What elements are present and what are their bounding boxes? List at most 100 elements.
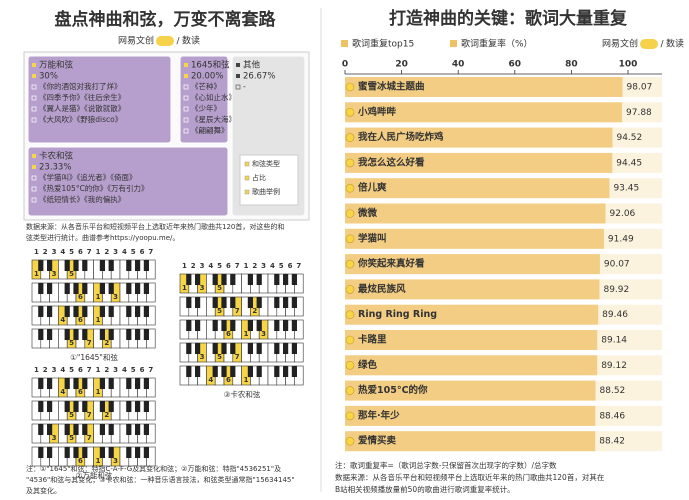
scale-digit: 1 (182, 262, 187, 270)
cell-dot (31, 106, 37, 112)
chord-digit: 3 (200, 284, 205, 292)
black-key (195, 343, 201, 355)
cell-dot (31, 175, 37, 181)
row-icon (345, 108, 355, 117)
scale-digit: 6 (78, 248, 83, 256)
scale-digit: 4 (60, 248, 65, 256)
cell-dot (32, 154, 36, 158)
black-key (135, 378, 141, 390)
chord-digit: 6 (78, 388, 83, 396)
black-key (212, 366, 218, 378)
black-key (221, 343, 227, 355)
black-key (135, 447, 141, 459)
black-key (143, 424, 149, 436)
chord-digit: 1 (96, 388, 101, 396)
category-label: 蜜雪冰城主题曲 (358, 81, 425, 93)
scale-digit: 5 (69, 248, 74, 256)
scale-digit: 7 (148, 248, 153, 256)
chord-digit: 2 (104, 411, 109, 419)
scale-digit: 7 (296, 262, 301, 270)
black-key (73, 260, 79, 272)
legend-title: 歌词重复top15 (352, 38, 414, 50)
bar (345, 127, 613, 148)
black-key (212, 343, 218, 355)
black-key (274, 366, 280, 378)
category-label: 爱情买卖 (358, 435, 397, 447)
black-key (64, 283, 70, 295)
cell-song: 《纸短情长》《我的偏执》 (39, 194, 125, 204)
chord-digit: 6 (226, 376, 231, 384)
row-icon (345, 386, 355, 395)
bar (345, 102, 623, 123)
black-key (283, 366, 289, 378)
black-key (38, 283, 44, 295)
chord-digit: 4 (60, 388, 65, 396)
cell-value: 30% (39, 72, 58, 82)
treemap-legend-box (239, 154, 299, 206)
right-note: 数据来源：从各音乐平台和短视频平台上选取近年来的热门歌曲共120首，对其在 (335, 472, 605, 482)
scale-digit: 2 (43, 366, 48, 374)
scale-digit: 4 (270, 262, 275, 270)
scale-digit: 2 (104, 366, 109, 374)
bar (345, 431, 596, 452)
row-icon (345, 411, 355, 421)
scale-digit: 7 (87, 248, 92, 256)
scale-digit: 3 (113, 248, 118, 256)
scale-digit: 3 (200, 262, 205, 270)
black-key (221, 366, 227, 378)
cell-value: 26.67% (243, 72, 275, 82)
black-key (38, 424, 44, 436)
black-key (64, 306, 70, 318)
black-key (64, 329, 70, 341)
cell-dot (183, 128, 189, 134)
legend-swatch (450, 40, 457, 47)
black-key (108, 447, 114, 459)
black-key (99, 260, 105, 272)
left-note: 及其变化。 (26, 486, 61, 495)
piano-caption: ②万能和弦 (76, 470, 113, 480)
black-key (82, 260, 88, 272)
chord-digit: 2 (252, 307, 257, 315)
black-key (143, 329, 149, 341)
chord-digit: 7 (235, 353, 240, 361)
source-note: 数据来源：从各音乐平台和短视频平台上选取近年来热门歌曲共120首，对这些的和 (26, 222, 284, 231)
scale-digit: 5 (131, 248, 136, 256)
chord-digit: 5 (69, 339, 74, 347)
cell-dot (31, 84, 37, 90)
bar (345, 203, 606, 224)
cell-name: 万能和弦 (39, 60, 74, 71)
axis-label: 歌词重复率（%） (461, 38, 533, 50)
treemap-cell (179, 55, 229, 144)
scale-digit: 6 (78, 366, 83, 374)
black-key (256, 343, 262, 355)
black-key (47, 329, 53, 341)
black-key (143, 306, 149, 318)
bar (345, 405, 596, 426)
x-tick-label: 20 (395, 60, 408, 70)
black-key (108, 329, 114, 341)
black-key (38, 401, 44, 413)
black-key (99, 329, 105, 341)
value-label: 91.49 (608, 234, 634, 244)
chord-digit: 3 (200, 353, 205, 361)
cell-dot (31, 197, 37, 203)
cell-song: 《大风吹》《野狼disco》 (39, 114, 122, 124)
scale-digit: 4 (60, 366, 65, 374)
scale-digit: 2 (191, 262, 196, 270)
category-label: 那年·年少 (358, 409, 400, 421)
legend-swatch (341, 40, 348, 47)
x-tick-label: 100 (619, 60, 638, 70)
scale-digit: 3 (113, 366, 118, 374)
scale-digit: 2 (252, 262, 257, 270)
treemap-cell (27, 146, 229, 217)
scale-digit: 5 (217, 262, 222, 270)
value-label: 89.46 (602, 310, 628, 320)
black-key (186, 366, 192, 378)
category-label: 小鸡哔哔 (357, 106, 397, 118)
black-key (221, 320, 227, 332)
legend-dot (244, 189, 250, 195)
category-label: 卡路里 (358, 334, 387, 346)
chord-digit: 1 (244, 330, 249, 338)
black-key (256, 320, 262, 332)
black-key (47, 401, 53, 413)
